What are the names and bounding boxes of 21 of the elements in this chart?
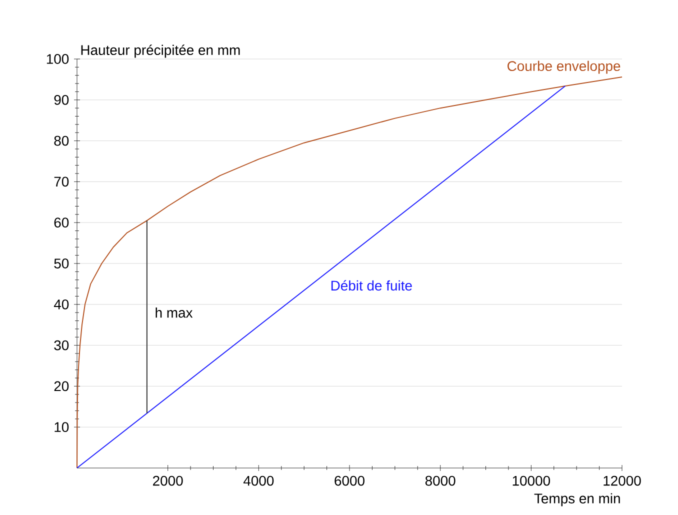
x-tick-label: 10000 (512, 476, 550, 486)
y-tick-label: 30 (54, 340, 69, 350)
y-tick-label: 70 (54, 176, 69, 187)
x-tick-label: 4000 (243, 476, 274, 486)
x-axis-title: Temps en min (534, 493, 620, 506)
y-tick-label: 80 (54, 136, 69, 146)
y-tick-label: 40 (54, 299, 69, 310)
series-label: Débit de fuite (331, 280, 412, 291)
y-tick-label: 50 (54, 258, 69, 268)
y-tick-label: 10 (54, 422, 69, 432)
y-tick-label: 20 (54, 381, 69, 392)
x-tick-label: 8000 (425, 476, 456, 486)
y-tick-label: 90 (54, 94, 69, 105)
y-tick-label: 100 (46, 54, 69, 64)
annotation: h max (156, 307, 193, 318)
x-tick-label: 2000 (153, 476, 183, 486)
y-tick-label: 60 (54, 218, 69, 228)
x-tick-label: 12000 (604, 476, 641, 486)
y-axis-title: Hauteur précipitée en mm (81, 44, 240, 58)
series-label: Courbe enveloppe (508, 60, 620, 74)
x-tick-label: 6000 (334, 476, 364, 486)
